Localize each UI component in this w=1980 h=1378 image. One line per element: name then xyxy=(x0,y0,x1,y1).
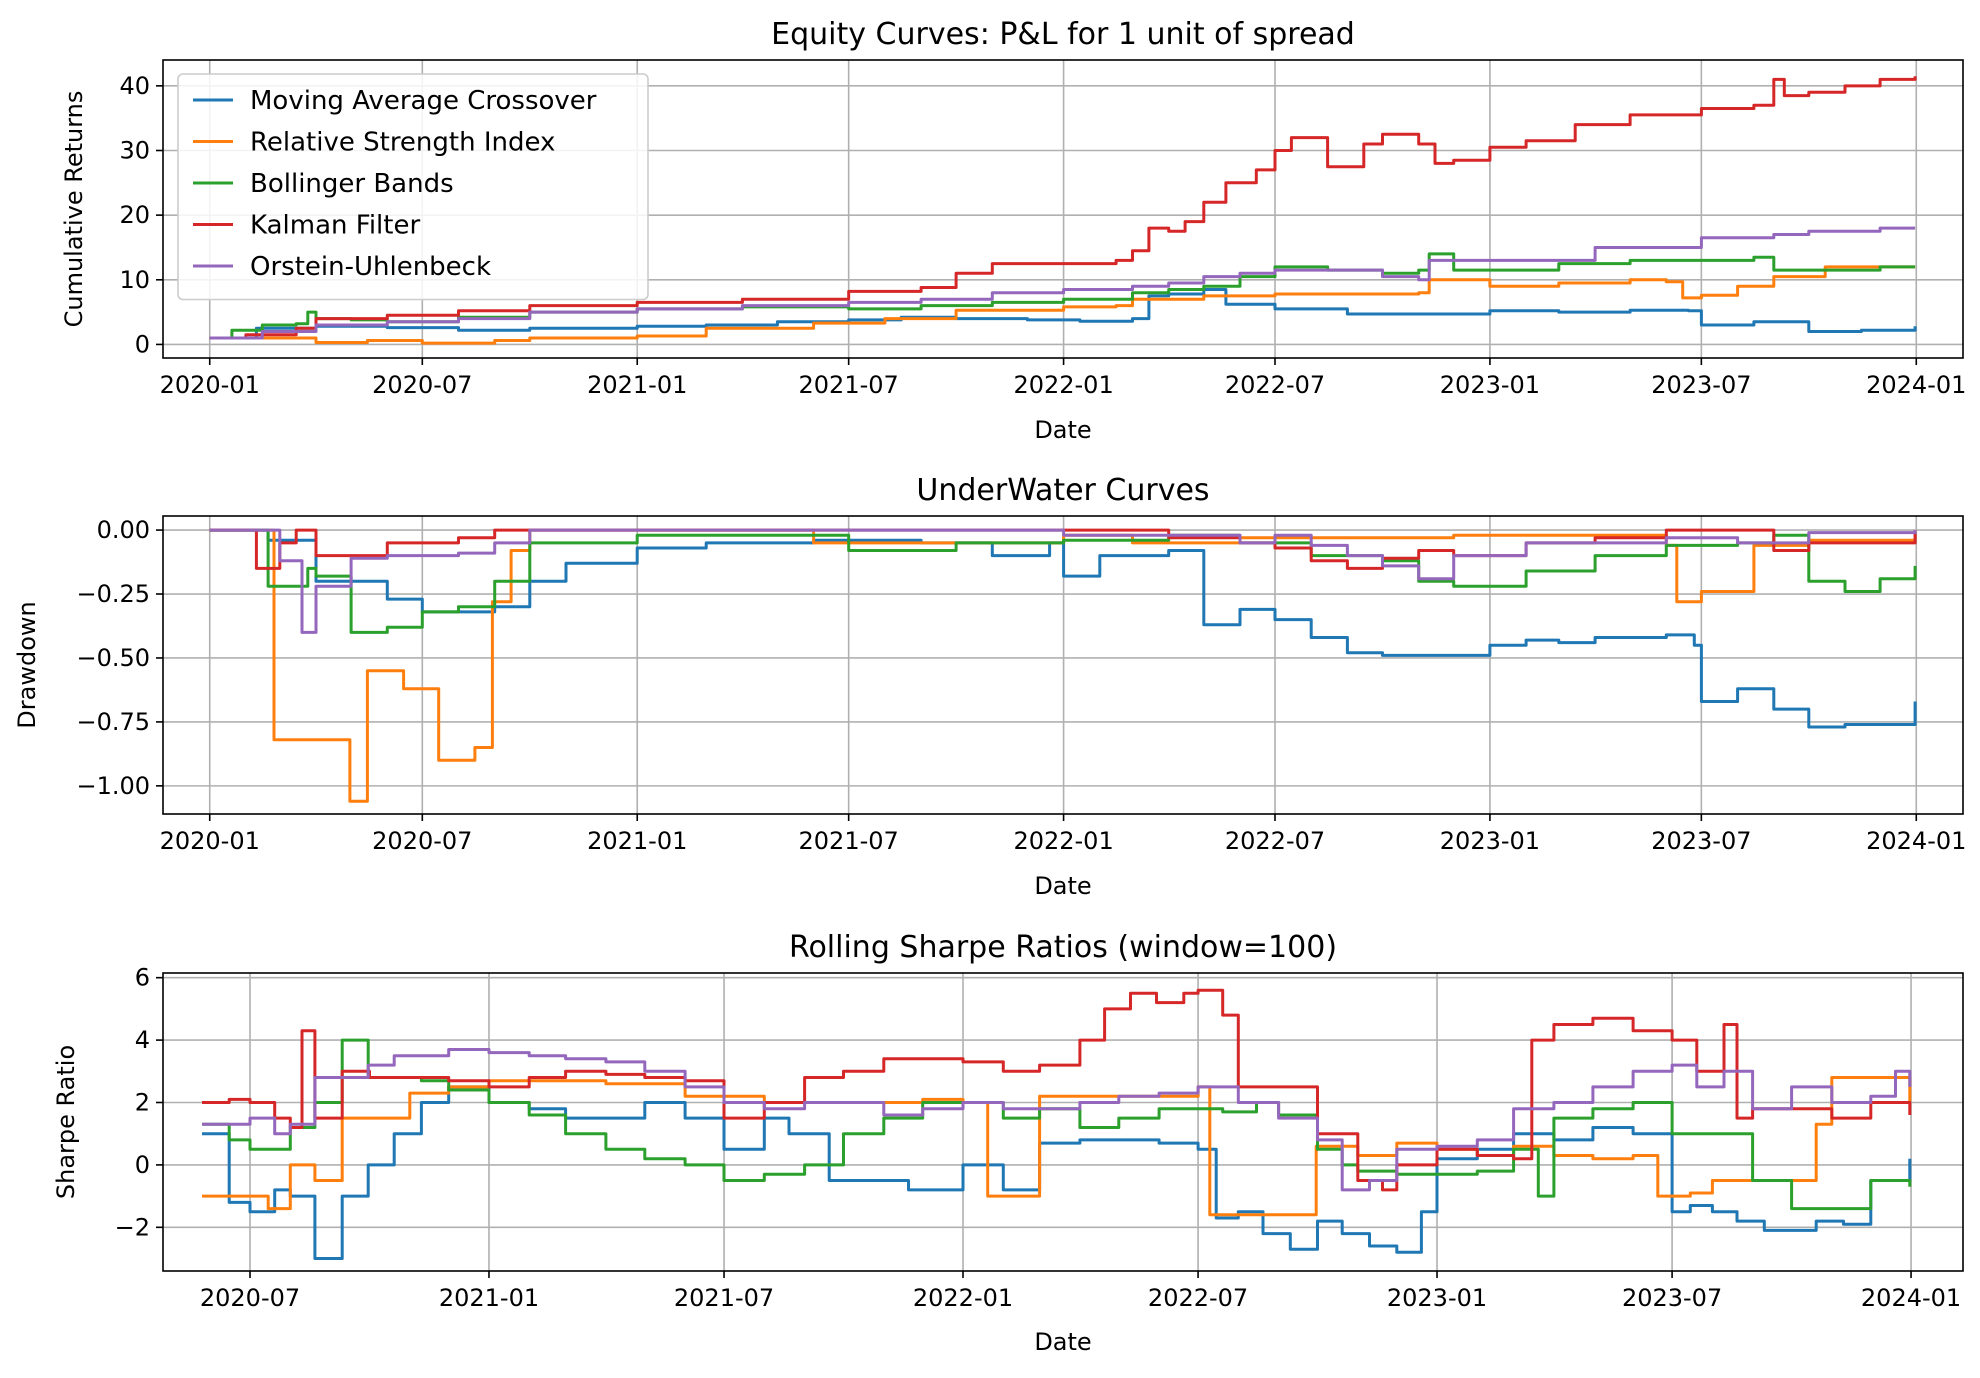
y-tick-label: −0.50 xyxy=(76,644,150,672)
x-tick-label: 2020-07 xyxy=(372,827,472,855)
x-tick-label: 2022-01 xyxy=(913,1284,1013,1312)
x-tick-label: 2024-01 xyxy=(1866,827,1966,855)
y-tick-label: 10 xyxy=(119,266,150,294)
y-tick-label: 6 xyxy=(135,964,150,992)
series-line-moving-average-crossover xyxy=(202,1085,1912,1260)
y-tick-label: 2 xyxy=(135,1088,150,1116)
x-tick-label: 2024-01 xyxy=(1861,1284,1961,1312)
y-tick-label: 0 xyxy=(135,1151,150,1179)
y-tick-label: −0.25 xyxy=(76,580,150,608)
equity-curves-panel: 2020-01 2020-07 2021-01 2021-07 2022-01 2022-… xyxy=(60,17,1966,444)
x-tick-label: 2021-07 xyxy=(799,827,899,855)
x-tick-label: 2023-07 xyxy=(1651,371,1751,399)
rolling-sharpe-panel: 2020-07 2021-01 2021-07 2022-01 2022-07 2023-… xyxy=(52,930,1964,1356)
x-tick-label: 2020-07 xyxy=(200,1284,300,1312)
x-tick-label: 2020-01 xyxy=(160,371,260,399)
chart-title: Equity Curves: P&L for 1 unit of spread xyxy=(771,17,1355,52)
legend-entry: Kalman Filter xyxy=(250,211,420,241)
x-tick-label: 2021-01 xyxy=(587,371,687,399)
series-line-orstein-uhlenbeck xyxy=(209,528,1917,634)
x-tick-label: 2021-07 xyxy=(674,1284,774,1312)
x-tick-label: 2024-01 xyxy=(1866,371,1966,399)
x-tick-label: 2022-07 xyxy=(1225,827,1325,855)
x-axis-label: Date xyxy=(1034,1328,1091,1356)
x-tick-label: 2023-01 xyxy=(1440,827,1540,855)
x-axis-label: Date xyxy=(1034,416,1091,444)
series-line-orstein-uhlenbeck xyxy=(209,226,1916,340)
series-line-relative-strength-index xyxy=(202,1076,1912,1217)
series-line-orstein-uhlenbeck xyxy=(202,1048,1912,1192)
y-tick-label: 4 xyxy=(135,1026,150,1054)
x-tick-label: 2022-01 xyxy=(1013,371,1113,399)
x-tick-label: 2020-07 xyxy=(372,371,472,399)
y-tick-label: 20 xyxy=(119,201,150,229)
underwater-curves-panel: 2020-01 2020-07 2021-01 2021-07 2022-01 2022-… xyxy=(13,473,1966,900)
x-tick-label: 2023-07 xyxy=(1622,1284,1722,1312)
x-tick-label: 2023-07 xyxy=(1651,827,1751,855)
y-axis-label: Sharpe Ratio xyxy=(52,1045,80,1199)
y-axis-label: Drawdown xyxy=(13,601,41,728)
x-tick-label: 2021-01 xyxy=(587,827,687,855)
y-tick-label: 40 xyxy=(119,72,150,100)
series-line-moving-average-crossover xyxy=(209,528,1917,729)
series-line-kalman-filter xyxy=(209,76,1917,340)
x-tick-label: 2023-01 xyxy=(1387,1284,1487,1312)
y-tick-label: 0 xyxy=(135,330,150,358)
legend-entry: Relative Strength Index xyxy=(250,128,555,158)
y-tick-label: −1.00 xyxy=(76,772,150,800)
x-axis-label: Date xyxy=(1034,872,1091,900)
y-tick-label: −2 xyxy=(115,1213,150,1241)
chart-title: UnderWater Curves xyxy=(916,473,1209,508)
series-line-kalman-filter xyxy=(202,988,1912,1192)
series-line-kalman-filter xyxy=(209,528,1917,570)
x-tick-label: 2021-01 xyxy=(439,1284,539,1312)
x-tick-label: 2021-07 xyxy=(799,371,899,399)
x-tick-label: 2022-07 xyxy=(1148,1284,1248,1312)
legend: Moving Average Crossover Relative Strengt… xyxy=(177,73,649,301)
axes-frame xyxy=(162,972,1964,1272)
y-tick-label: −0.75 xyxy=(76,708,150,736)
y-axis-label: Cumulative Returns xyxy=(60,91,88,328)
x-tick-label: 2022-07 xyxy=(1225,371,1325,399)
x-tick-label: 2023-01 xyxy=(1440,371,1540,399)
series-line-moving-average-crossover xyxy=(209,288,1917,340)
legend-entry: Bollinger Bands xyxy=(250,169,454,199)
y-tick-label: 30 xyxy=(119,136,150,164)
x-tick-label: 2022-01 xyxy=(1013,827,1113,855)
chart-title: Rolling Sharpe Ratios (window=100) xyxy=(789,930,1337,965)
series-line-relative-strength-index xyxy=(209,265,1916,345)
legend-entry: Orstein-Uhlenbeck xyxy=(250,252,491,282)
legend-entry: Moving Average Crossover xyxy=(250,86,597,116)
y-tick-label: 0.00 xyxy=(97,516,150,544)
x-tick-label: 2020-01 xyxy=(160,827,260,855)
